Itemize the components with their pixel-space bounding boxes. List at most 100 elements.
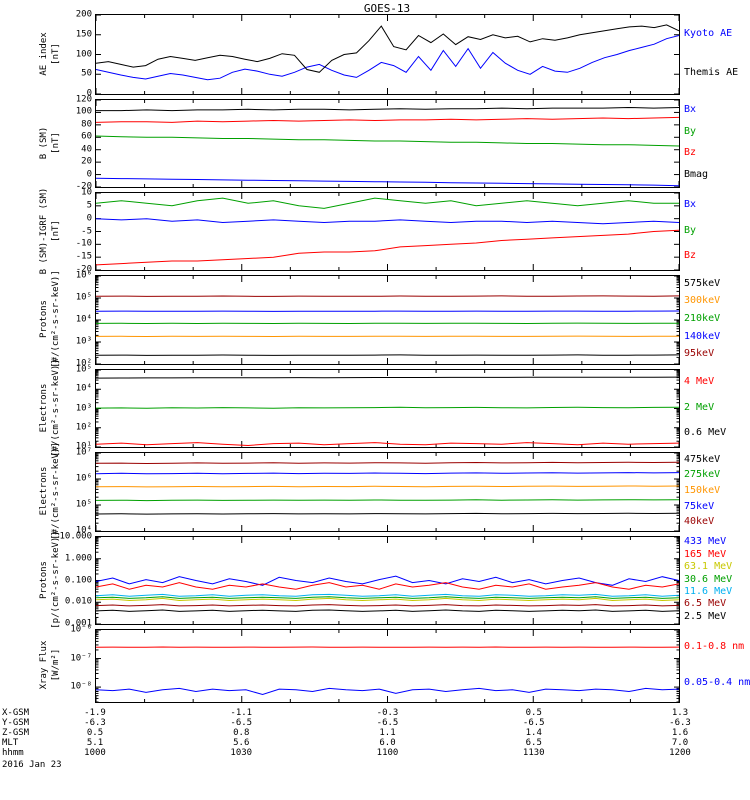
- x-row-value: 6.5: [525, 738, 542, 748]
- legend-label: 0.1-0.8 nm: [684, 641, 745, 652]
- legend-label: Themis AE: [684, 67, 739, 79]
- x-row-value: -6.3: [84, 718, 106, 728]
- y-tick-labels: 10 5 0 -5 -10 -15 -20: [0, 187, 92, 274]
- legend: 433 MeV 165 MeV 63.1 MeV 30.6 MeV 11.6 MeV 6.…: [684, 536, 750, 625]
- x-row-value: -6.5: [522, 718, 545, 728]
- legend-label: 4 MeV: [684, 375, 715, 387]
- plot-canvas: [95, 14, 680, 95]
- y-tick-labels: 200 150 100 50 0: [0, 10, 92, 98]
- legend-label: 575keV: [684, 277, 721, 289]
- y-tick-label: 10⁻⁸: [70, 681, 92, 692]
- y-tick-label: 10: [81, 187, 92, 198]
- y-tick-label: 10⁵: [75, 292, 92, 303]
- series-themis-ae: [95, 24, 680, 73]
- legend-label: Bz: [684, 250, 697, 262]
- panel-protons-mev: Protons [p/(cm²-s-sr-keV)] 10.000 1.000 0.1…: [0, 531, 750, 629]
- y-tick-label: 100: [75, 106, 92, 117]
- x-row-value: 1.6: [671, 728, 689, 738]
- y-tick-labels: 10.000 1.000 0.100 0.010 0.001: [0, 532, 92, 628]
- legend-label: Bx: [684, 103, 697, 115]
- x-row-value: 1130: [522, 748, 545, 758]
- legend-label: Bx: [684, 198, 697, 210]
- panel-protons-kev: Protons [#/(cm²-s-sr-keV)] 10⁶ 10⁵ 10⁴ 10³ 10…: [0, 270, 750, 368]
- x-row-value: -6.5: [376, 718, 399, 728]
- legend-label: 140keV: [684, 330, 721, 342]
- legend-label: 475keV: [684, 453, 721, 465]
- series-150kev: [95, 485, 680, 488]
- plot-canvas: [95, 99, 680, 188]
- series-0.6-mev: [95, 376, 680, 379]
- panel-ae-index: AE index [nT] 200 150 100 50 0 Kyoto AE Themis…: [0, 10, 750, 98]
- panel-b-sm: B (SM) [nT] 120 100 80 60 40 20 0 -20 Bx By Bz Bmag: [0, 94, 750, 191]
- legend: 475keV 275keV 150keV 75keV 40keV: [684, 452, 750, 532]
- series-575kev: [95, 354, 680, 356]
- plot-area: [95, 629, 680, 703]
- chart-title: GOES-13: [363, 2, 411, 15]
- y-tick-label: 10³: [75, 403, 92, 413]
- plot-area: [95, 275, 680, 365]
- plot-area: [95, 536, 680, 625]
- legend: 575keV 300keV 210keV 140keV 95keV: [684, 275, 750, 365]
- legend-label: 433 MeV: [684, 536, 727, 548]
- y-tick-label: 0: [86, 169, 92, 180]
- y-tick-label: 100: [75, 49, 92, 59]
- legend-label: 0.6 MeV: [684, 427, 727, 439]
- x-row-value: 1200: [669, 748, 691, 758]
- x-row-value: 0.5: [86, 728, 104, 738]
- y-tick-label: 10⁵: [75, 499, 92, 510]
- series-433-mev: [95, 575, 680, 586]
- y-tick-label: 5: [86, 200, 92, 211]
- panel-xray-flux: Xray Flux [W/m²] 10⁻⁶ 10⁻⁷ 10⁻⁸ 0.1-0.8 nm 0…: [0, 625, 750, 703]
- y-tick-label: 10⁷: [75, 447, 92, 458]
- series-6.5-mev: [95, 604, 680, 607]
- x-row-value: 5.1: [86, 738, 104, 748]
- series-30.6-mev: [95, 596, 680, 599]
- legend-label: 275keV: [684, 469, 721, 481]
- series-2.5-mev: [95, 609, 680, 612]
- y-tick-labels: 10⁶ 10⁵ 10⁴ 10³ 10²: [0, 271, 92, 368]
- x-row-label: hhmm: [2, 748, 24, 758]
- plot-area: [95, 14, 680, 95]
- x-row-label: Y-GSM: [2, 718, 30, 728]
- x-row-value: 1.3: [671, 708, 689, 718]
- legend: 4 MeV 2 MeV 0.6 MeV: [684, 369, 750, 448]
- series-bmag: [96, 106, 680, 112]
- date-label: 2016 Jan 23: [2, 760, 62, 770]
- plot-area: [95, 99, 680, 188]
- y-tick-label: -20: [75, 264, 92, 275]
- x-row-value: -0.3: [376, 708, 399, 718]
- legend-label: 63.1 MeV: [684, 561, 733, 573]
- legend-label: 300keV: [684, 295, 721, 307]
- legend-label: Bz: [684, 147, 697, 159]
- plot-area: [95, 369, 680, 448]
- x-row-value: -1.9: [84, 708, 106, 718]
- y-tick-labels: 10⁵ 10⁴ 10³ 10² 10¹: [0, 365, 92, 451]
- x-row-label: Z-GSM: [2, 728, 30, 738]
- plot-canvas: [95, 629, 680, 703]
- y-tick-label: 120: [75, 94, 92, 105]
- y-tick-label: 10²: [75, 358, 92, 369]
- y-tick-label: 20: [81, 156, 92, 167]
- legend-label: 30.6 MeV: [684, 573, 733, 585]
- y-tick-label: 50: [81, 68, 92, 79]
- legend-label: 6.5 MeV: [684, 598, 727, 610]
- x-row-value: -6.5: [230, 718, 253, 728]
- y-tick-label: 10⁻⁷: [70, 653, 92, 664]
- y-tick-label: 150: [75, 29, 92, 40]
- y-tick-label: -10: [75, 238, 92, 249]
- y-tick-label: 80: [81, 119, 92, 130]
- y-tick-label: 10⁶: [75, 473, 92, 484]
- legend-label: By: [684, 125, 697, 137]
- legend-label: By: [684, 224, 697, 236]
- y-tick-label: -5: [81, 226, 92, 236]
- plot-area: [95, 192, 680, 271]
- series-63.1-mev: [95, 597, 680, 602]
- y-tick-label: 1.000: [64, 553, 92, 564]
- y-tick-label: 10¹: [75, 441, 92, 452]
- y-tick-label: 10³: [75, 336, 92, 347]
- x-row-value: 0.5: [525, 708, 542, 718]
- x-row-value: 7.0: [671, 738, 689, 748]
- legend: Bx By Bz Bmag: [684, 99, 750, 188]
- y-tick-label: 0.100: [64, 575, 92, 585]
